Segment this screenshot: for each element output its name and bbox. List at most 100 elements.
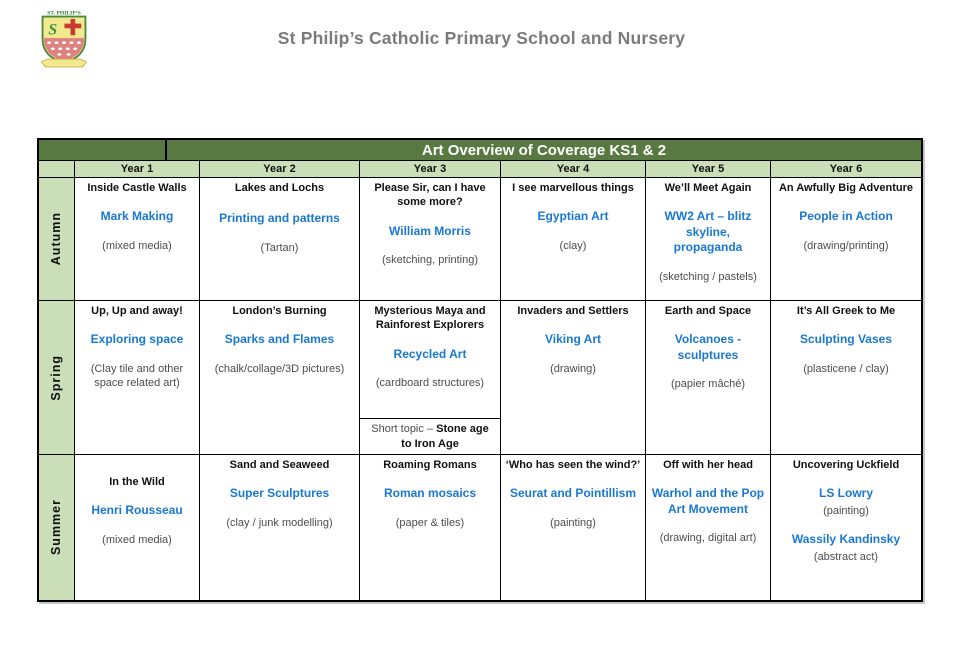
art-focus: William Morris bbox=[389, 223, 471, 238]
topic-title: Lakes and Lochs bbox=[234, 182, 325, 194]
art-medium: (Clay tile and other space related art) bbox=[90, 362, 184, 390]
title-bar-divider bbox=[165, 140, 167, 160]
season-label: Autumn bbox=[49, 212, 64, 266]
art-medium: (cardboard structures) bbox=[375, 377, 485, 390]
table-title-bar: Art Overview of Coverage KS1 & 2 bbox=[39, 140, 921, 160]
column-header-year4: Year 4 bbox=[500, 160, 645, 177]
art-focus: Roman mosaics bbox=[383, 486, 477, 501]
art-medium: (mixed media) bbox=[102, 239, 172, 252]
art-focus: WW2 Art – blitz skyline, propaganda bbox=[664, 209, 752, 255]
art-focus: Egyptian Art bbox=[537, 209, 609, 224]
cell-summer-year5: Off with her head Warhol and the Pop Art… bbox=[645, 454, 770, 600]
art-focus: Wassily Kandinsky bbox=[791, 532, 901, 547]
school-title: St Philip’s Catholic Primary School and … bbox=[277, 28, 686, 48]
art-medium: (mixed media) bbox=[102, 533, 172, 546]
art-focus: Sculpting Vases bbox=[799, 332, 893, 347]
row-header-spring: Spring bbox=[39, 300, 74, 454]
cell-summer-year6: Uncovering Uckfield LS Lowry (painting) … bbox=[770, 454, 921, 600]
cell-autumn-year3: Please Sir, can I have some more? Willia… bbox=[359, 177, 500, 300]
school-crest-icon: ST. PHILIP’S S bbox=[41, 10, 87, 68]
short-topic-prefix: Short topic – bbox=[371, 423, 437, 436]
art-medium: (painting) bbox=[823, 504, 869, 517]
art-focus: Super Sculptures bbox=[229, 486, 330, 501]
cell-spring-year4: Invaders and Settlers Viking Art (drawin… bbox=[500, 300, 645, 454]
row-header-summer: Summer bbox=[39, 454, 74, 600]
topic-title: Mysterious Maya and Rainforest Explorers bbox=[374, 305, 486, 332]
topic-title: Off with her head bbox=[663, 459, 753, 471]
corner-header-cell bbox=[39, 160, 74, 177]
topic-title: Up, Up and away! bbox=[91, 305, 183, 317]
topic-title: ‘Who has seen the wind?’ bbox=[505, 459, 641, 471]
short-topic-text: Stone age to Iron Age bbox=[401, 423, 489, 450]
art-medium: (clay / junk modelling) bbox=[226, 516, 333, 529]
cell-summer-year2: Sand and Seaweed Super Sculptures (clay … bbox=[199, 454, 359, 600]
art-focus: Recycled Art bbox=[393, 346, 467, 361]
cell-autumn-year4: I see marvellous things Egyptian Art (cl… bbox=[500, 177, 645, 300]
art-focus: Mark Making bbox=[100, 209, 174, 224]
topic-title: We’ll Meet Again bbox=[664, 182, 752, 194]
cell-main-content: Mysterious Maya and Rainforest Explorers… bbox=[360, 301, 500, 418]
art-focus: Henri Rousseau bbox=[91, 503, 183, 518]
art-medium: (clay) bbox=[559, 239, 587, 252]
cell-autumn-year5: We’ll Meet Again WW2 Art – blitz skyline… bbox=[645, 177, 770, 300]
row-header-autumn: Autumn bbox=[39, 177, 74, 300]
cell-summer-year3: Roaming Romans Roman mosaics (paper & ti… bbox=[359, 454, 500, 600]
topic-title: Please Sir, can I have some more? bbox=[374, 182, 486, 209]
art-medium: (sketching, printing) bbox=[382, 254, 478, 267]
topic-title: Uncovering Uckfield bbox=[792, 459, 900, 471]
cell-spring-year6: It’s All Greek to Me Sculpting Vases (pl… bbox=[770, 300, 921, 454]
art-medium: (plasticene / clay) bbox=[803, 362, 889, 375]
cell-autumn-year6: An Awfully Big Adventure People in Actio… bbox=[770, 177, 921, 300]
table-title: Art Overview of Coverage KS1 & 2 bbox=[421, 141, 667, 159]
cell-spring-year2: London’s Burning Sparks and Flames (chal… bbox=[199, 300, 359, 454]
cell-summer-year1: In the Wild Henri Rousseau (mixed media) bbox=[74, 454, 199, 600]
topic-title: It’s All Greek to Me bbox=[796, 305, 896, 317]
art-medium: (abstract act) bbox=[813, 550, 879, 563]
topic-title: Sand and Seaweed bbox=[229, 459, 330, 471]
column-header-year5: Year 5 bbox=[645, 160, 770, 177]
art-focus: Viking Art bbox=[544, 332, 601, 347]
cell-spring-year1: Up, Up and away! Exploring space (Clay t… bbox=[74, 300, 199, 454]
art-focus: Warhol and the Pop Art Movement bbox=[651, 486, 765, 516]
art-medium: (sketching / pastels) bbox=[659, 271, 757, 284]
art-focus: Printing and patterns bbox=[219, 211, 340, 226]
art-medium: (Tartan) bbox=[260, 241, 299, 254]
cell-autumn-year1: Inside Castle Walls Mark Making (mixed m… bbox=[74, 177, 199, 300]
column-header-year2: Year 2 bbox=[199, 160, 359, 177]
cell-spring-year5: Earth and Space Volcanoes - sculptures (… bbox=[645, 300, 770, 454]
short-topic-note: Short topic – Stone age to Iron Age bbox=[360, 418, 500, 454]
crest-caption: ST. PHILIP’S bbox=[47, 10, 80, 16]
topic-title: Roaming Romans bbox=[383, 459, 477, 471]
svg-text:S: S bbox=[48, 21, 57, 38]
topic-title: Inside Castle Walls bbox=[87, 182, 187, 194]
art-overview-table: Art Overview of Coverage KS1 & 2 Year 1 … bbox=[37, 138, 923, 602]
art-focus: Seurat and Pointillism bbox=[509, 486, 637, 501]
topic-title: Earth and Space bbox=[664, 305, 752, 317]
art-focus: LS Lowry bbox=[818, 486, 873, 501]
column-header-year1: Year 1 bbox=[74, 160, 199, 177]
topic-title: An Awfully Big Adventure bbox=[778, 182, 914, 194]
art-focus: Exploring space bbox=[90, 332, 184, 347]
art-focus: Sparks and Flames bbox=[224, 332, 335, 347]
art-medium: (drawing) bbox=[550, 362, 596, 375]
art-focus: People in Action bbox=[799, 209, 893, 224]
art-medium: (painting) bbox=[550, 516, 596, 529]
column-header-year6: Year 6 bbox=[770, 160, 921, 177]
art-medium: (drawing, digital art) bbox=[659, 532, 757, 545]
art-medium: (drawing/printing) bbox=[803, 239, 889, 252]
art-focus: Volcanoes - sculptures bbox=[674, 332, 742, 362]
topic-title: In the Wild bbox=[109, 476, 165, 488]
topic-title: I see marvellous things bbox=[512, 182, 634, 194]
column-header-year3: Year 3 bbox=[359, 160, 500, 177]
art-medium: (paper & tiles) bbox=[395, 516, 465, 529]
art-medium: (papier mâché) bbox=[671, 378, 745, 391]
topic-title: London’s Burning bbox=[232, 305, 327, 317]
cell-autumn-year2: Lakes and Lochs Printing and patterns (T… bbox=[199, 177, 359, 300]
art-medium: (chalk/collage/3D pictures) bbox=[214, 362, 345, 375]
season-label: Summer bbox=[49, 499, 64, 556]
cell-summer-year4: ‘Who has seen the wind?’ Seurat and Poin… bbox=[500, 454, 645, 600]
cell-spring-year3: Mysterious Maya and Rainforest Explorers… bbox=[359, 300, 500, 454]
topic-title: Invaders and Settlers bbox=[517, 305, 629, 317]
season-label: Spring bbox=[49, 354, 64, 401]
